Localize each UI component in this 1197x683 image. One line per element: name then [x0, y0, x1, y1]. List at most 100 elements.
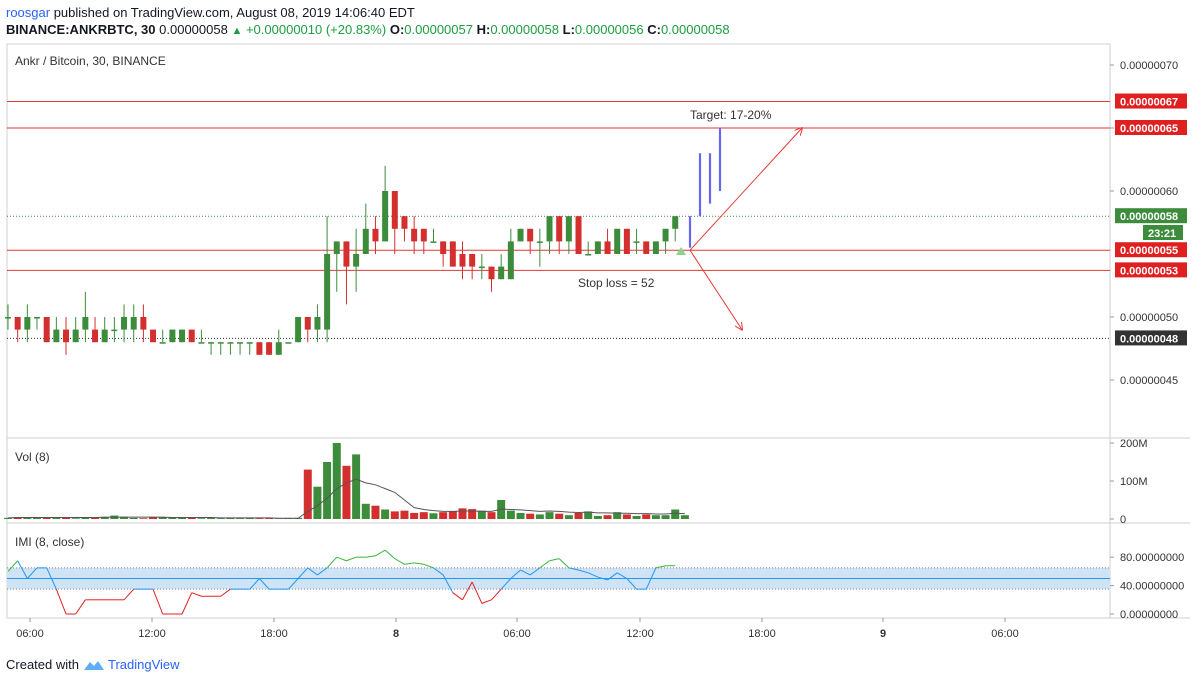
candle-body	[343, 241, 350, 267]
imi-line-segment	[433, 567, 444, 576]
candle-body	[527, 228, 534, 242]
candle-body	[121, 317, 128, 330]
time-tick-label: 18:00	[748, 628, 776, 640]
publish-info: published on TradingView.com, August 08,…	[53, 5, 415, 20]
imi-line-segment	[587, 572, 599, 578]
candle-body	[24, 317, 31, 330]
tradingview-brand: TradingView	[107, 657, 180, 672]
candle-body	[256, 342, 263, 355]
volume-bar	[226, 517, 235, 519]
price-label-bg	[1115, 93, 1187, 109]
imi-line-segment	[46, 567, 57, 590]
volume-bar	[52, 517, 61, 519]
imi-line-segment	[220, 588, 231, 597]
imi-line-segment	[626, 578, 637, 590]
candle-body	[266, 342, 273, 355]
imi-line-segment	[414, 562, 424, 565]
volume-bar	[342, 465, 351, 519]
imi-line-segment	[394, 558, 405, 565]
volume-bar	[129, 517, 138, 519]
change-value: +0.00000010 (+20.83%)	[245, 22, 387, 37]
volume-ma-line	[7, 478, 685, 519]
imi-line-segment	[616, 572, 628, 579]
candle-body	[246, 342, 253, 344]
price-pane-title: Ankr / Bitcoin, 30, BINANCE	[15, 54, 166, 68]
candle-body	[34, 317, 41, 319]
imi-line-segment	[384, 549, 396, 559]
candle-body	[208, 342, 215, 344]
volume-bar	[207, 517, 216, 519]
candle-body	[575, 216, 582, 254]
candle-body	[150, 329, 157, 343]
imi-line-segment	[500, 578, 512, 590]
candle-body	[643, 241, 650, 254]
volume-bar	[23, 517, 32, 519]
price-label-bg	[1115, 208, 1187, 224]
candle-body	[565, 216, 572, 242]
volume-bar	[555, 513, 564, 519]
volume-bar	[448, 511, 457, 519]
volume-tick-label: 200M	[1120, 438, 1148, 450]
imi-line-segment	[520, 569, 531, 576]
volume-bar	[62, 517, 71, 519]
price-label: 0.00000048	[1120, 333, 1178, 345]
candle-body	[314, 317, 321, 330]
time-tick-label: 06:00	[503, 628, 531, 640]
created-with-label: Created with	[6, 657, 79, 672]
price-tick-label: 0.00000070	[1120, 60, 1178, 72]
volume-bar	[265, 518, 274, 519]
imi-line-segment	[17, 560, 28, 579]
imi-line-segment	[297, 567, 309, 579]
volume-bar	[419, 512, 428, 519]
price-label-bg	[1115, 120, 1187, 135]
candle-body	[652, 241, 659, 254]
imi-line-segment	[549, 558, 560, 562]
candle-body	[672, 216, 679, 229]
tradingview-logo[interactable]: TradingView	[83, 657, 180, 672]
imi-tick-label: 0.00000000	[1120, 609, 1178, 621]
candle-body	[72, 329, 79, 343]
candle-body	[159, 342, 166, 344]
volume-bar	[671, 509, 680, 519]
last-price: 0.00000058	[159, 22, 228, 37]
volume-bar	[584, 511, 593, 519]
candle-body	[14, 317, 21, 330]
volume-bar	[622, 514, 631, 519]
candle-body	[556, 216, 563, 242]
volume-bar	[487, 512, 496, 519]
candle-body	[130, 317, 137, 330]
volume-bar	[458, 508, 467, 519]
candle-body	[237, 342, 244, 344]
volume-bar	[352, 454, 361, 519]
imi-line-segment	[191, 592, 202, 597]
price-label: 0.00000065	[1120, 123, 1178, 135]
price-label-bg	[1115, 262, 1187, 278]
imi-line-segment	[326, 556, 338, 569]
imi-line-segment	[529, 567, 541, 576]
price-label: 0.00000055	[1120, 245, 1178, 257]
imi-tick-label: 40.00000000	[1120, 581, 1184, 593]
imi-line-segment	[510, 569, 521, 579]
candle-body	[169, 329, 176, 343]
candle-body	[391, 191, 398, 229]
volume-bar	[149, 517, 158, 519]
candle-body	[401, 216, 408, 229]
open-value: 0.00000057	[404, 22, 473, 37]
imi-line-segment	[123, 588, 135, 601]
imi-pane-title: IMI (8, close)	[15, 535, 84, 549]
price-tick-label: 0.00000050	[1120, 312, 1178, 324]
volume-bar	[13, 517, 22, 519]
author-link[interactable]: roosgar	[6, 5, 51, 20]
volume-bar	[574, 512, 583, 519]
volume-bar	[81, 517, 90, 519]
volume-bar	[236, 518, 245, 519]
candle-body	[53, 329, 60, 343]
candle-body	[623, 228, 630, 254]
price-label: 0.00000058	[1120, 211, 1178, 223]
volume-bar	[139, 518, 148, 519]
candle-body	[304, 317, 311, 330]
candle-body	[430, 241, 437, 243]
imi-line-segment	[568, 567, 579, 571]
candle-body	[585, 254, 592, 256]
